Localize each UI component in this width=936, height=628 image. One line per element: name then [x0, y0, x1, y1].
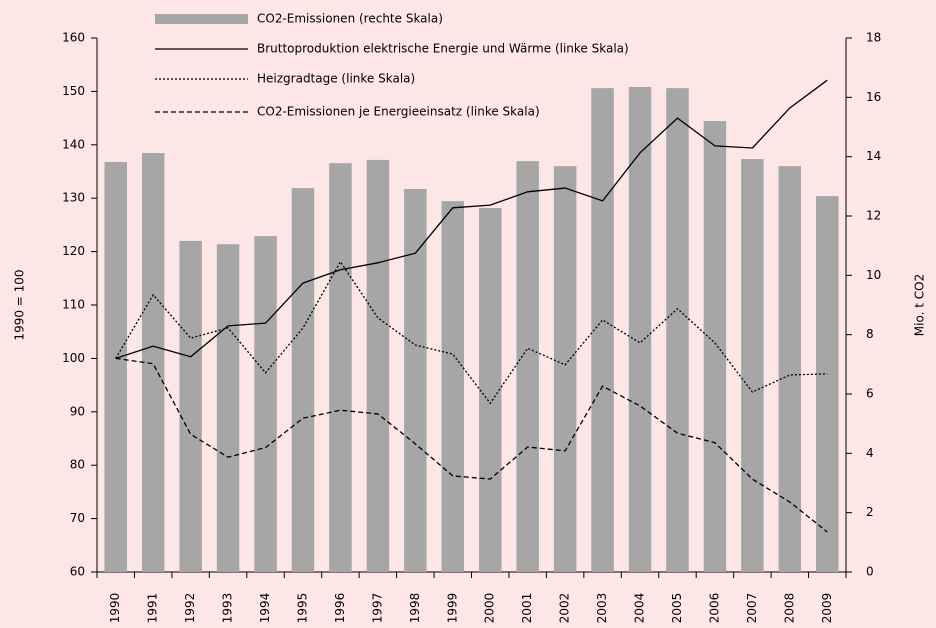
y2-tick-label: 10: [866, 268, 881, 282]
y-tick-label: 60: [70, 565, 85, 579]
y2-axis-label: Mio. t CO2: [913, 274, 927, 336]
y2-tick-label: 12: [866, 209, 881, 223]
legend-label: Heizgradtage (linke Skala): [257, 72, 415, 86]
x-tick-label: 2001: [520, 593, 534, 624]
bar: [553, 166, 577, 572]
x-tick-label: 1999: [445, 593, 459, 624]
x-tick-label: 2002: [558, 593, 572, 624]
x-tick-label: 2008: [782, 593, 796, 624]
bar: [104, 162, 127, 573]
y2-tick-label: 4: [866, 446, 874, 460]
y2-tick-label: 2: [866, 505, 874, 519]
x-tick-label: 1994: [258, 593, 272, 624]
y-tick-label: 120: [62, 244, 85, 258]
y-tick-label: 130: [62, 191, 85, 205]
x-tick-label: 1990: [108, 593, 122, 624]
bar: [666, 88, 689, 573]
bar: [591, 88, 614, 573]
x-tick-label: 1993: [221, 593, 235, 624]
x-tick-label: 2009: [820, 593, 834, 624]
y-axis-label: 1990 = 100: [13, 269, 27, 340]
x-tick-label: 2007: [745, 593, 759, 624]
y-tick-label: 160: [62, 31, 85, 45]
y-tick-label: 110: [62, 298, 85, 312]
legend-label: CO2-Emissionen (rechte Skala): [257, 12, 443, 26]
bar: [141, 153, 165, 572]
x-tick-label: 2000: [483, 593, 497, 624]
bar: [478, 207, 502, 573]
y2-tick-label: 0: [866, 565, 874, 579]
bar: [628, 86, 652, 572]
y-tick-label: 90: [70, 404, 85, 418]
bar: [366, 159, 390, 572]
x-tick-label: 1997: [370, 593, 384, 624]
y2-tick-label: 18: [866, 31, 881, 45]
x-tick-label: 1996: [333, 593, 347, 624]
line: [115, 357, 828, 533]
x-tick-label: 1991: [146, 593, 160, 624]
line: [115, 260, 828, 405]
legend-label: Bruttoproduktion elektrische Energie und…: [257, 42, 629, 56]
line: [115, 79, 828, 360]
x-tick-label: 2003: [595, 593, 609, 624]
x-tick-label: 1992: [183, 593, 197, 624]
legend-swatch: [155, 14, 248, 24]
bar: [516, 161, 539, 572]
bar: [778, 166, 802, 572]
x-tick-label: 2004: [633, 593, 647, 624]
x-tick-label: 2006: [707, 593, 721, 624]
bar: [329, 163, 352, 572]
y-tick-label: 150: [62, 84, 85, 98]
x-tick-label: 2005: [670, 593, 684, 624]
y2-tick-label: 14: [866, 149, 881, 163]
x-tick-label: 1995: [295, 593, 309, 624]
y2-tick-label: 6: [866, 387, 874, 401]
bar: [291, 188, 315, 572]
bar: [703, 121, 727, 573]
y-tick-label: 140: [62, 137, 85, 151]
y-tick-label: 70: [70, 511, 85, 525]
bar: [216, 244, 240, 572]
bar: [179, 240, 202, 573]
bar: [441, 201, 465, 572]
y2-tick-label: 8: [866, 327, 874, 341]
y-tick-label: 100: [62, 351, 85, 365]
bar: [741, 159, 764, 573]
bar: [816, 196, 839, 572]
x-tick-label: 1998: [408, 593, 422, 624]
bar: [404, 189, 427, 572]
y-tick-label: 80: [70, 458, 85, 472]
legend-label: CO2-Emissionen je Energieeinsatz (linke …: [257, 105, 540, 119]
bar: [254, 236, 277, 572]
y2-tick-label: 16: [866, 90, 881, 104]
